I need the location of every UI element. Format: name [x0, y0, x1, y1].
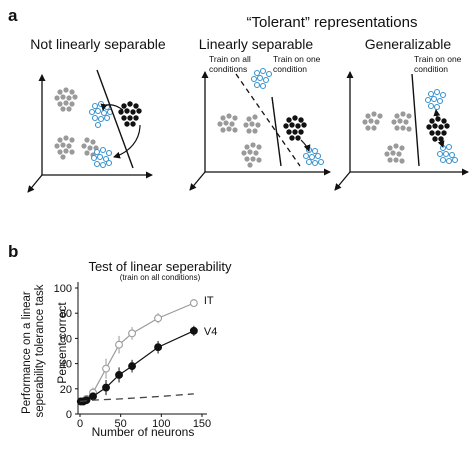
a3-blue-cluster-bottom — [436, 143, 459, 165]
y-ticks: 0 20 40 60 80 100 — [54, 283, 78, 421]
a2-train-one-label: Train on one condition — [273, 54, 323, 74]
axes-a2 — [189, 71, 331, 191]
v4-point — [189, 326, 198, 335]
panel-b-letter: b — [8, 242, 18, 261]
it-line — [80, 302, 195, 402]
a1-arrow-to-bottom — [113, 124, 141, 159]
v4-line — [80, 330, 195, 402]
chart-axes — [77, 282, 207, 415]
x-tick-label: 0 — [77, 418, 83, 430]
it-point — [102, 364, 110, 373]
x-tick-label: 100 — [152, 418, 170, 430]
a1-arrow-to-blue — [100, 103, 124, 111]
v4-point — [89, 392, 97, 401]
chart-subtitle: (train on all conditions) — [120, 273, 201, 282]
plot-series — [76, 299, 198, 406]
outer-y-label: Performance on a linear seperability tol… — [21, 284, 46, 417]
it-point — [128, 329, 137, 338]
a3-gray-cluster-bottom — [384, 143, 405, 164]
tolerant-group-title: “Tolerant” representations — [247, 14, 418, 31]
a2-dashed-boundary — [235, 73, 301, 167]
a3-train-one-label: Train on one condition — [414, 54, 464, 74]
a1-gray-cluster-top — [54, 87, 78, 112]
a3-blue-cluster-top — [424, 88, 447, 111]
a2-black-cluster — [283, 115, 307, 141]
a1-boundary-line — [96, 69, 134, 169]
v4-series-label: V4 — [204, 326, 217, 338]
it-point — [189, 299, 198, 308]
x-ticks: 0 50 100 150 — [77, 414, 211, 430]
axes-a1 — [27, 74, 153, 193]
x-tick-label: 150 — [193, 418, 211, 430]
panel-a3-title: Generalizable — [365, 36, 452, 52]
v4-point — [128, 362, 137, 371]
a1-black-cluster — [118, 101, 142, 127]
it-point — [115, 340, 123, 349]
panel-a-letter: a — [8, 6, 18, 25]
chance-dashed-line — [79, 393, 194, 403]
axes-a3 — [334, 71, 469, 191]
a3-gray-cluster-upper-right — [391, 111, 412, 132]
x-axis-label: Number of neurons — [92, 425, 195, 439]
a3-arrow-down — [437, 140, 445, 148]
a3-boundary-line — [411, 73, 420, 167]
v4-point — [102, 383, 110, 392]
a1-blue-cluster-middle — [88, 100, 114, 129]
a2-solid-boundary — [271, 96, 282, 167]
a2-gray-cluster-top — [217, 113, 238, 133]
panel-a1-title: Not linearly separable — [30, 36, 166, 52]
y-tick-label: 40 — [60, 359, 72, 371]
a2-train-all-label: Train on all conditions — [209, 54, 253, 74]
panel-a2-title: Linearly separable — [199, 36, 314, 52]
chart-title: Test of linear seperability — [88, 259, 232, 274]
a2-arrow-to-blue — [300, 139, 311, 152]
a2-gray-cluster-upper-right — [243, 114, 261, 134]
a3-gray-cluster-top — [362, 111, 383, 131]
it-point — [154, 314, 163, 323]
series-labels: IT V4 — [204, 295, 217, 338]
y-tick-label: 20 — [60, 384, 72, 396]
a3-arrow-up — [433, 109, 441, 118]
v4-point — [154, 343, 163, 352]
x-tick-label: 50 — [115, 418, 127, 430]
a2-gray-cluster-bottom — [241, 142, 262, 168]
v4-point — [115, 370, 123, 379]
y-axis-label: Percent correct — [55, 302, 69, 384]
y-tick-label: 80 — [60, 308, 72, 320]
a2-blue-cluster-top — [250, 67, 273, 90]
it-series-label: IT — [204, 295, 214, 307]
a2-blue-cluster-bottom — [302, 146, 325, 167]
y-tick-label: 100 — [54, 283, 72, 295]
a1-blue-cluster-bottom — [90, 146, 113, 169]
y-tick-label: 0 — [66, 409, 72, 421]
a3-black-cluster — [426, 116, 450, 142]
a1-gray-cluster-bottom-left — [54, 135, 75, 160]
y-tick-label: 60 — [60, 333, 72, 345]
